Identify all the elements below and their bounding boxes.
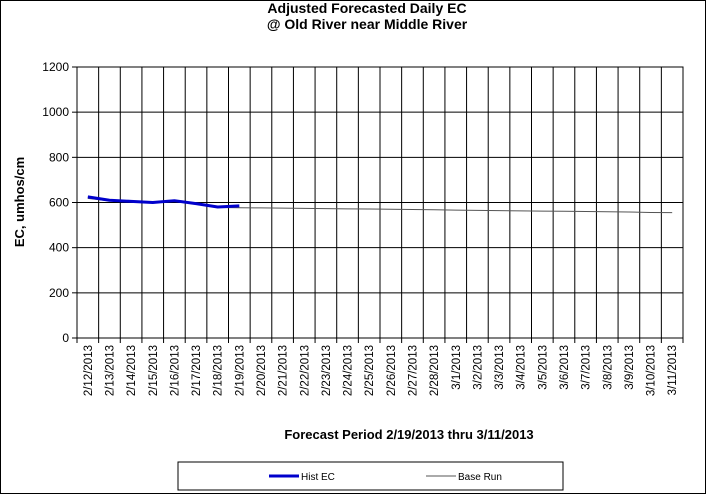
chart-title-line1: Adjusted Forecasted Daily EC [267, 1, 466, 16]
y-tick-label: 200 [49, 286, 69, 300]
y-tick-label: 1000 [42, 105, 69, 119]
x-tick-label: 2/12/2013 [83, 345, 95, 396]
x-tick-label: 3/8/2013 [602, 345, 614, 390]
y-tick-label: 1200 [42, 60, 69, 74]
y-axis-label: EC, umhos/cm [12, 157, 27, 247]
x-axis-ticks: 2/12/2013 2/13/2013 2/14/2013 2/15/2013 2/16… [76, 338, 684, 396]
y-tick-label: 800 [49, 150, 69, 164]
legend-base-run-label: Base Run [458, 472, 502, 483]
x-tick-label: 2/14/2013 [126, 345, 138, 396]
y-axis-ticks: 0 200 400 600 800 1000 1200 [42, 60, 77, 345]
x-tick-label: 3/2/2013 [472, 345, 484, 390]
x-tick-label: 2/16/2013 [169, 345, 181, 396]
x-axis-label: Forecast Period 2/19/2013 thru 3/11/2013 [284, 427, 533, 442]
x-tick-label: 3/5/2013 [537, 345, 549, 390]
x-tick-label: 2/13/2013 [104, 345, 116, 396]
legend: Hist EC Base Run [269, 472, 502, 483]
x-tick-label: 2/18/2013 [213, 345, 225, 396]
y-tick-label: 600 [49, 196, 69, 210]
legend-box [177, 461, 564, 491]
x-tick-label: 2/24/2013 [343, 345, 355, 396]
series-lines [87, 195, 673, 214]
x-tick-label: 3/3/2013 [494, 345, 506, 390]
x-tick-label: 3/6/2013 [559, 345, 571, 390]
x-tick-label: 2/17/2013 [191, 345, 203, 396]
x-tick-label: 2/23/2013 [321, 345, 333, 396]
legend-hist-ec-label: Hist EC [301, 472, 335, 483]
x-tick-label: 2/25/2013 [364, 345, 376, 396]
x-tick-label: 3/10/2013 [646, 345, 658, 396]
y-tick-label: 400 [49, 241, 69, 255]
x-tick-label: 3/11/2013 [667, 345, 679, 395]
x-tick-label: 2/28/2013 [429, 345, 441, 396]
x-tick-label: 2/15/2013 [148, 345, 160, 396]
x-tick-label: 3/1/2013 [451, 345, 463, 390]
x-tick-label: 2/26/2013 [386, 345, 398, 396]
x-tick-label: 3/9/2013 [624, 345, 636, 390]
x-tick-label: 2/22/2013 [299, 345, 311, 396]
x-tick-label: 3/7/2013 [581, 345, 593, 390]
y-tick-label: 0 [62, 331, 69, 345]
x-tick-label: 2/19/2013 [234, 345, 246, 396]
x-tick-label: 3/4/2013 [516, 345, 528, 390]
x-tick-label: 2/20/2013 [256, 345, 268, 396]
x-tick-label: 2/27/2013 [407, 345, 419, 396]
series-hist-ec-line [87, 195, 240, 209]
x-tick-label: 2/21/2013 [278, 345, 290, 396]
chart-title-line2: @ Old River near Middle River [267, 16, 468, 32]
